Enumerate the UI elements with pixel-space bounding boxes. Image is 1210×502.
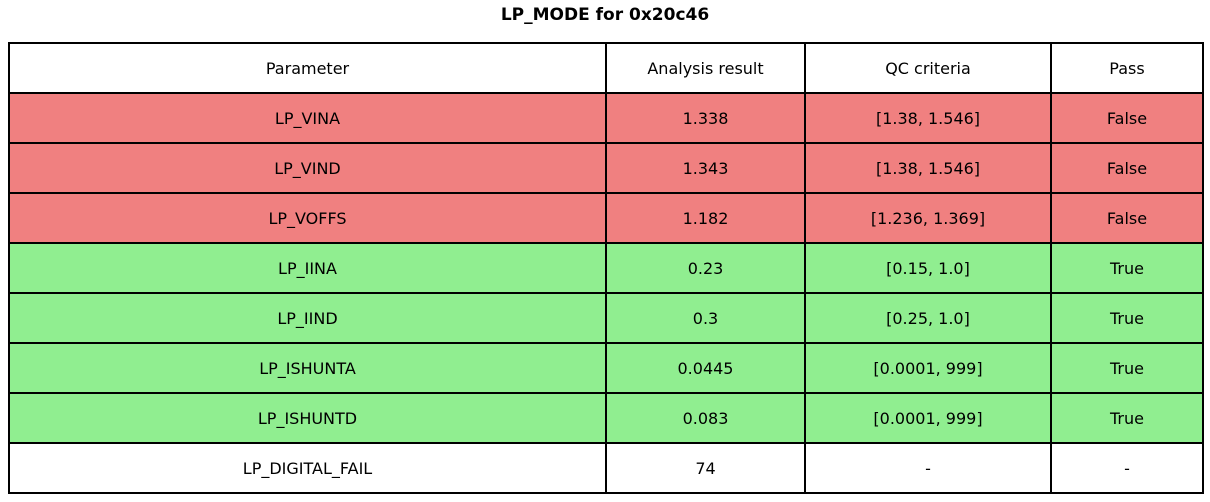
- table-row: LP_VIND 1.343 [1.38, 1.546] False: [8, 142, 1204, 194]
- cell-parameter: LP_ISHUNTD: [8, 392, 607, 444]
- table-row: LP_IINA 0.23 [0.15, 1.0] True: [8, 242, 1204, 294]
- cell-qc-criteria: [1.38, 1.546]: [804, 92, 1052, 144]
- cell-qc-criteria: [0.0001, 999]: [804, 342, 1052, 394]
- table-row: LP_ISHUNTA 0.0445 [0.0001, 999] True: [8, 342, 1204, 394]
- table-row: LP_DIGITAL_FAIL 74 - -: [8, 442, 1204, 494]
- cell-pass: True: [1050, 392, 1204, 444]
- table-row: LP_IIND 0.3 [0.25, 1.0] True: [8, 292, 1204, 344]
- cell-pass: True: [1050, 242, 1204, 294]
- cell-qc-criteria: [1.38, 1.546]: [804, 142, 1052, 194]
- cell-parameter: LP_DIGITAL_FAIL: [8, 442, 607, 494]
- cell-qc-criteria: [0.25, 1.0]: [804, 292, 1052, 344]
- cell-analysis-result: 1.338: [605, 92, 806, 144]
- cell-analysis-result: 74: [605, 442, 806, 494]
- table-row: LP_VINA 1.338 [1.38, 1.546] False: [8, 92, 1204, 144]
- cell-parameter: LP_ISHUNTA: [8, 342, 607, 394]
- cell-pass: False: [1050, 142, 1204, 194]
- column-header-analysis-result: Analysis result: [605, 42, 806, 94]
- cell-parameter: LP_IIND: [8, 292, 607, 344]
- cell-parameter: LP_VIND: [8, 142, 607, 194]
- table-header-row: Parameter Analysis result QC criteria Pa…: [8, 42, 1204, 94]
- page-title: LP_MODE for 0x20c46: [500, 5, 710, 25]
- cell-pass: True: [1050, 342, 1204, 394]
- cell-parameter: LP_IINA: [8, 242, 607, 294]
- table-row: LP_VOFFS 1.182 [1.236, 1.369] False: [8, 192, 1204, 244]
- cell-analysis-result: 1.343: [605, 142, 806, 194]
- cell-qc-criteria: [0.15, 1.0]: [804, 242, 1052, 294]
- cell-pass: -: [1050, 442, 1204, 494]
- cell-qc-criteria: [1.236, 1.369]: [804, 192, 1052, 244]
- cell-analysis-result: 1.182: [605, 192, 806, 244]
- cell-analysis-result: 0.0445: [605, 342, 806, 394]
- cell-analysis-result: 0.23: [605, 242, 806, 294]
- qc-results-table: Parameter Analysis result QC criteria Pa…: [8, 42, 1204, 494]
- column-header-parameter: Parameter: [8, 42, 607, 94]
- cell-parameter: LP_VOFFS: [8, 192, 607, 244]
- cell-analysis-result: 0.083: [605, 392, 806, 444]
- table-row: LP_ISHUNTD 0.083 [0.0001, 999] True: [8, 392, 1204, 444]
- cell-parameter: LP_VINA: [8, 92, 607, 144]
- column-header-qc-criteria: QC criteria: [804, 42, 1052, 94]
- cell-pass: False: [1050, 92, 1204, 144]
- cell-analysis-result: 0.3: [605, 292, 806, 344]
- cell-pass: False: [1050, 192, 1204, 244]
- cell-qc-criteria: [0.0001, 999]: [804, 392, 1052, 444]
- cell-qc-criteria: -: [804, 442, 1052, 494]
- column-header-pass: Pass: [1050, 42, 1204, 94]
- cell-pass: True: [1050, 292, 1204, 344]
